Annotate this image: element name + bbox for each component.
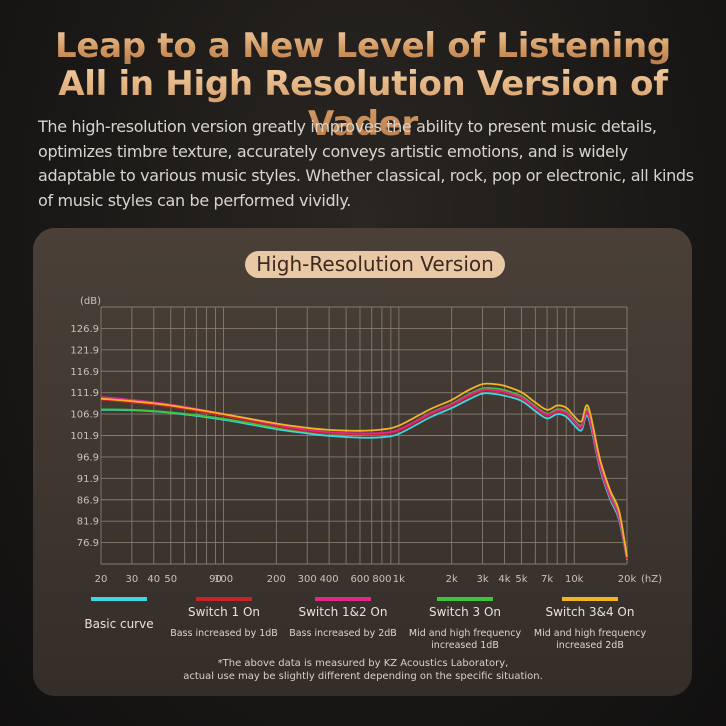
curve-basic xyxy=(100,392,628,560)
legend-swatch xyxy=(91,597,147,601)
x-tick-label: 40 xyxy=(147,574,160,585)
curve-switch34 xyxy=(100,382,628,557)
legend-sub-1: Mid and high frequency xyxy=(409,628,522,639)
curve-switch3 xyxy=(100,386,628,558)
footnote-line-1: *The above data is measured by KZ Acoust… xyxy=(217,658,509,669)
y-tick-label: 86.9 xyxy=(77,495,99,506)
legend-label: Basic curve xyxy=(84,617,153,631)
x-tick-label: 20 xyxy=(95,574,108,585)
legend: Basic curve Switch 1 On Bass increased by … xyxy=(84,597,646,651)
legend-swatch xyxy=(562,597,618,601)
footnote-line-2: actual use may be slightly different dep… xyxy=(183,671,543,682)
x-tick-label: 600 xyxy=(350,574,369,585)
x-axis-label: (hZ) xyxy=(641,574,662,585)
x-tick-label: 800 xyxy=(372,574,391,585)
legend-item-switch12: Switch 1&2 On Bass increased by 2dB xyxy=(289,597,397,639)
y-tick-label: 106.9 xyxy=(70,410,99,421)
legend-label: Switch 3 On xyxy=(429,605,501,619)
y-tick-label: 116.9 xyxy=(70,367,99,378)
x-tick-label: 90 xyxy=(209,574,222,585)
x-tick-label: 50 xyxy=(164,574,177,585)
legend-item-switch3: Switch 3 On Mid and high frequencyincreas… xyxy=(409,597,522,651)
y-tick-label: 101.9 xyxy=(70,431,99,442)
chart-curves xyxy=(100,382,628,560)
x-tick-label: 7k xyxy=(541,574,553,585)
y-tick-label: 126.9 xyxy=(70,324,99,335)
y-tick-label: 96.9 xyxy=(77,452,99,463)
legend-swatch xyxy=(437,597,493,601)
x-tick-label: 100 xyxy=(214,574,233,585)
legend-label: Switch 3&4 On xyxy=(546,605,635,619)
y-tick-labels: 126.9 121.9 116.9 111.9 106.9 101.9 96.9 91.9 86… xyxy=(70,324,99,549)
x-tick-label: 1k xyxy=(393,574,405,585)
legend-sub-2: increased 1dB xyxy=(431,640,499,651)
x-tick-label: 5k xyxy=(515,574,527,585)
x-tick-label: 3k xyxy=(476,574,488,585)
headline-line-1: Leap to a New Level of Listening xyxy=(0,26,726,66)
legend-swatch xyxy=(196,597,252,601)
description: The high-resolution version greatly impr… xyxy=(38,117,694,210)
y-tick-label: 81.9 xyxy=(77,517,99,528)
headline-line-2: All in High Resolution Version of Vader xyxy=(0,64,726,144)
x-tick-label: 20k xyxy=(618,574,637,585)
legend-sub-1: Bass increased by 2dB xyxy=(289,628,397,639)
legend-item-basic: Basic curve xyxy=(84,597,154,631)
chart-title: High-Resolution Version xyxy=(245,251,505,278)
x-tick-label: 30 xyxy=(126,574,139,585)
x-tick-label: 200 xyxy=(267,574,286,585)
legend-sub-1: Mid and high frequency xyxy=(534,628,647,639)
x-tick-label: 400 xyxy=(320,574,339,585)
curve-switch1 xyxy=(100,389,628,560)
legend-item-switch1: Switch 1 On Bass increased by 1dB xyxy=(170,597,278,639)
curve-switch12 xyxy=(100,388,628,559)
x-tick-label: 4k xyxy=(498,574,510,585)
y-tick-label: 76.9 xyxy=(77,538,99,549)
y-tick-label: 121.9 xyxy=(70,345,99,356)
legend-swatch xyxy=(315,597,371,601)
legend-label: Switch 1&2 On xyxy=(299,605,388,619)
legend-label: Switch 1 On xyxy=(188,605,260,619)
chart-panel xyxy=(33,228,692,696)
y-tick-label: 111.9 xyxy=(70,388,99,399)
chart-grid xyxy=(100,306,628,565)
legend-sub-2: increased 2dB xyxy=(556,640,624,651)
y-tick-label: 91.9 xyxy=(77,474,99,485)
legend-sub-1: Bass increased by 1dB xyxy=(170,628,278,639)
legend-item-switch34: Switch 3&4 On Mid and high frequencyincre… xyxy=(534,597,647,651)
x-tick-label: 10k xyxy=(565,574,584,585)
x-tick-label: 2k xyxy=(446,574,458,585)
y-axis-label: (dB) xyxy=(80,296,101,307)
x-tick-label: 300 xyxy=(298,574,317,585)
